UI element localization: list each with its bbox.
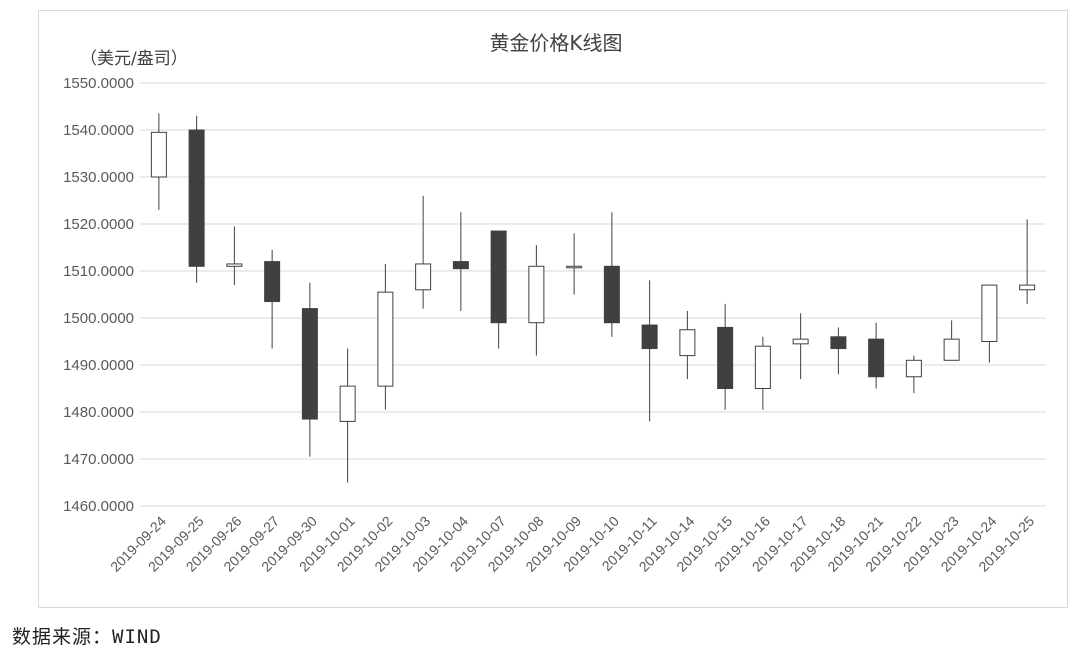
candle-body [679, 329, 696, 357]
candle [717, 303, 734, 410]
candle [566, 233, 583, 295]
candle-body [264, 261, 281, 303]
candle [452, 212, 469, 311]
candle-body [792, 338, 809, 345]
y-tick-label: 1510.0000 [63, 263, 134, 280]
candle-body [717, 326, 734, 389]
candle-body [754, 345, 771, 390]
source-note: 数据来源：WIND [12, 626, 162, 648]
chart-frame [38, 10, 1068, 608]
candle [226, 226, 243, 286]
y-tick-label: 1520.0000 [63, 216, 134, 233]
gridlines [140, 82, 1046, 507]
candle-body [981, 284, 998, 343]
candle-body [830, 336, 847, 350]
candle [415, 195, 432, 309]
y-tick-label: 1480.0000 [63, 404, 134, 421]
candle-body [226, 263, 243, 267]
candle-body [150, 131, 167, 178]
candle-body [188, 129, 205, 267]
candle-body [566, 265, 583, 269]
candle-body [490, 230, 507, 324]
candle-body [603, 265, 620, 324]
candle-body [528, 265, 545, 324]
candle-body [641, 324, 658, 350]
y-tick-label: 1550.0000 [63, 75, 134, 92]
candle-body [452, 261, 469, 270]
y-tick-label: 1490.0000 [63, 357, 134, 374]
candle [1019, 219, 1036, 304]
candle-body [1019, 284, 1036, 291]
candle [641, 280, 658, 422]
y-tick-label: 1470.0000 [63, 451, 134, 468]
y-tick-label: 1460.0000 [63, 498, 134, 515]
candle [868, 322, 885, 389]
candle [528, 245, 545, 356]
candle-body [339, 385, 356, 422]
y-axis-ticks: 1460.0000 1470.0000 1480.0000 1490.0000 1500… [63, 75, 134, 515]
candle [490, 230, 507, 349]
y-tick-label: 1500.0000 [63, 310, 134, 327]
candles [150, 113, 1036, 483]
candle [264, 249, 281, 349]
candle [603, 212, 620, 337]
candle [679, 310, 696, 380]
candle [981, 284, 998, 363]
candle [943, 320, 960, 361]
candle-body [943, 338, 960, 361]
y-tick-label: 1530.0000 [63, 169, 134, 186]
candle [150, 113, 167, 210]
candle [301, 282, 318, 457]
candle [188, 115, 205, 283]
candle [754, 336, 771, 410]
candle-body [301, 308, 318, 420]
x-axis-ticks: 2019-09-242019-09-252019-09-262019-09-27… [107, 513, 1037, 575]
candlestick-chart: 黄金价格K线图 （美元/盎司） 1460.0000 1470.0000 1480.0… [63, 31, 1046, 575]
candle [377, 263, 394, 410]
candle [905, 355, 922, 394]
candle [792, 313, 809, 380]
candle [339, 348, 356, 483]
candle-body [377, 291, 394, 387]
candle [830, 327, 847, 375]
candle-body [868, 338, 885, 378]
chart-title: 黄金价格K线图 [489, 31, 622, 55]
y-tick-label: 1540.0000 [63, 122, 134, 139]
candle-body [415, 263, 432, 291]
candle-body [905, 359, 922, 378]
y-axis-unit-label: （美元/盎司） [80, 49, 188, 69]
